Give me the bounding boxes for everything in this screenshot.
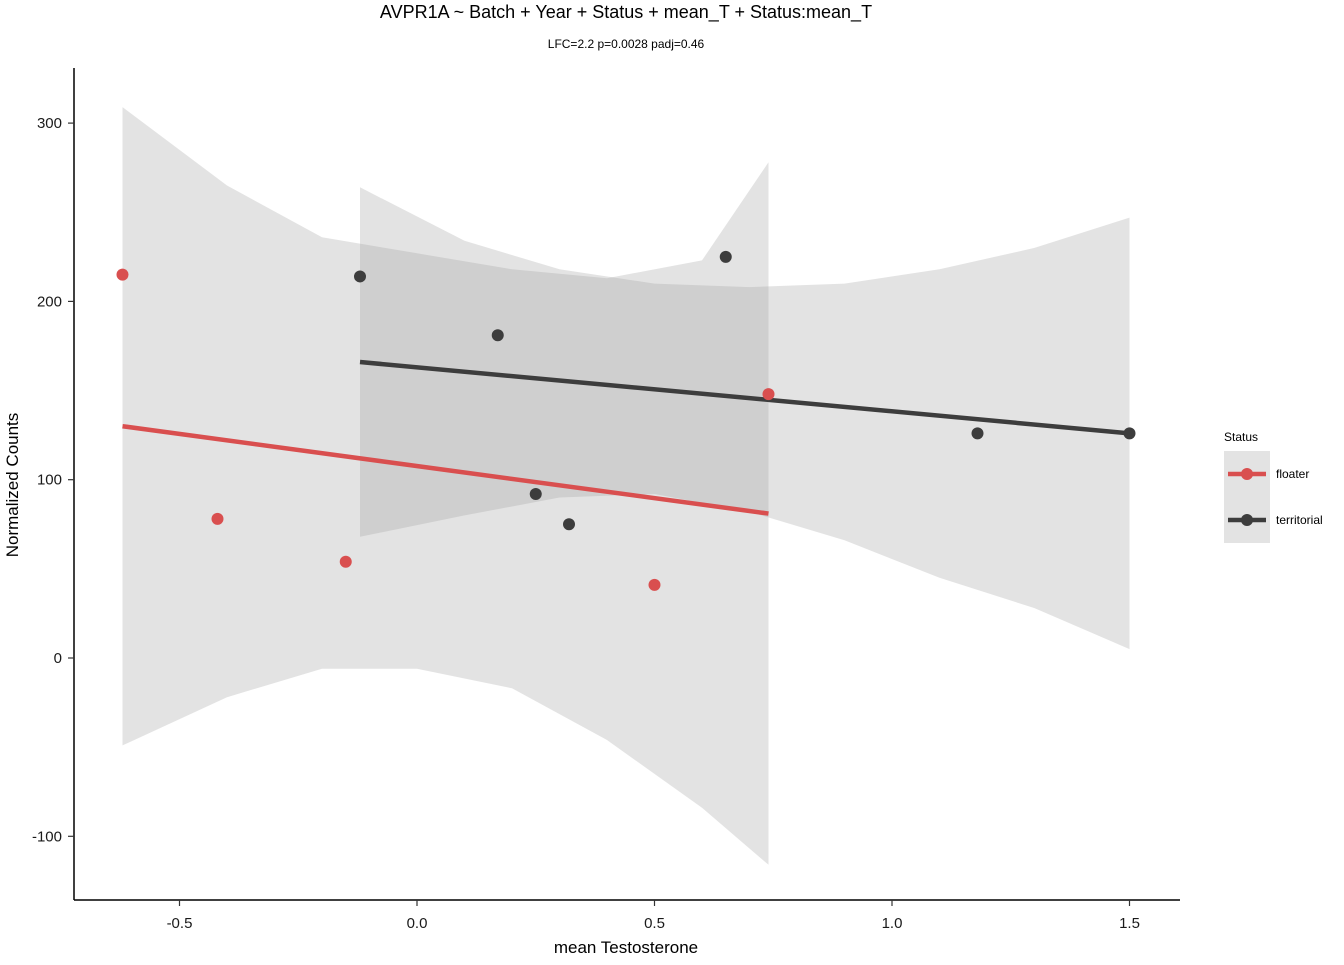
data-point-territorial — [1123, 427, 1136, 440]
x-axis-title: mean Testosterone — [554, 938, 698, 957]
y-tick-label: 0 — [54, 650, 62, 667]
fit-line-territorial — [359, 359, 1130, 436]
data-point-territorial — [491, 329, 504, 342]
regression-lines — [122, 359, 1130, 516]
x-tick-label: -0.5 — [167, 915, 193, 932]
data-point-territorial — [971, 427, 984, 440]
x-tick-label: 1.0 — [882, 915, 903, 932]
data-point-floater — [211, 512, 224, 525]
x-tick-label: 0.0 — [407, 915, 428, 932]
fit-line-floater — [122, 423, 769, 516]
x-tick-label: 1.5 — [1119, 915, 1140, 932]
x-tick-label: 0.5 — [644, 915, 665, 932]
ci-band-territorial — [360, 187, 1130, 650]
data-point-floater — [762, 388, 775, 401]
legend-title: Status — [1224, 430, 1258, 444]
legend-key-point — [1241, 468, 1253, 480]
y-tick-label: 100 — [37, 472, 62, 489]
chart-title: AVPR1A ~ Batch + Year + Status + mean_T … — [380, 2, 872, 23]
data-point-floater — [648, 578, 661, 591]
y-axis-title: Normalized Counts — [3, 413, 22, 558]
confidence-bands — [122, 107, 1130, 865]
legend: Status floater territorial — [1224, 430, 1323, 543]
legend-key-point — [1241, 514, 1253, 526]
data-point-territorial — [354, 270, 366, 283]
y-tick-label: 300 — [37, 115, 62, 132]
data-point-floater — [116, 268, 129, 281]
legend-label-territorial: territorial — [1276, 513, 1323, 527]
data-point-territorial — [719, 250, 732, 263]
legend-label-floater: floater — [1276, 467, 1309, 481]
ci-band-floater — [122, 107, 769, 865]
data-point-territorial — [529, 487, 542, 500]
data-points — [116, 250, 1136, 591]
data-point-territorial — [563, 518, 575, 531]
axes: -0.5 0.0 0.5 1.0 1.5 -100 0 100 200 300 — [32, 68, 1180, 932]
chart-subtitle: LFC=2.2 p=0.0028 padj=0.46 — [548, 37, 705, 51]
data-point-floater — [339, 555, 352, 568]
y-tick-label: 200 — [37, 293, 62, 310]
y-tick-label: -100 — [32, 828, 62, 845]
